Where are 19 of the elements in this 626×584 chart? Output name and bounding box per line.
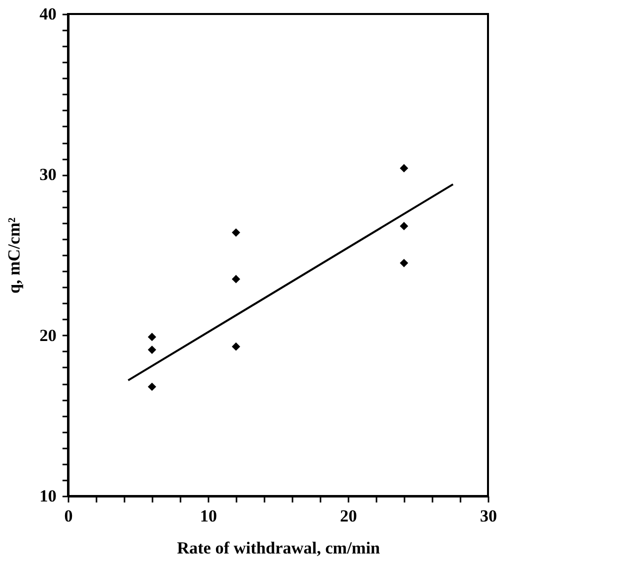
point [400, 258, 408, 268]
point [400, 164, 408, 172]
point [148, 382, 156, 391]
point [232, 342, 240, 351]
y-tick-label: 10 [40, 486, 56, 506]
y-tick-label: 20 [40, 326, 56, 345]
point [400, 222, 408, 230]
point [232, 228, 240, 237]
x-tick-label: 0 [64, 506, 73, 526]
y-tick-label: 40 [40, 4, 56, 24]
x-tick-label: 30 [480, 506, 497, 526]
y-tick-label: 30 [40, 165, 56, 184]
point [148, 332, 156, 342]
x-tick-label: 20 [340, 506, 357, 526]
x-axis-title: Rate of withdrawal, cm/min [176, 538, 381, 558]
x-tick-label: 10 [200, 506, 217, 526]
point [148, 346, 156, 354]
point [232, 274, 240, 284]
y-axis-title: q, mC/cm² [4, 218, 24, 294]
